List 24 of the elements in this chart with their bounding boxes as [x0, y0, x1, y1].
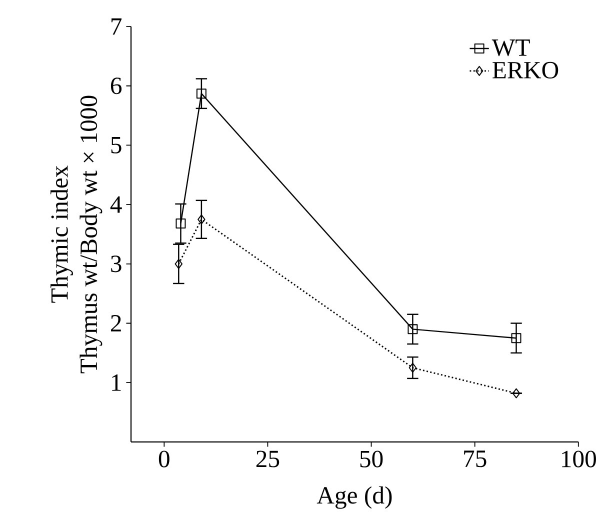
- point: [512, 388, 520, 398]
- legend-label: ERKO: [492, 62, 558, 79]
- y-tick-label: 6: [110, 78, 122, 94]
- y-axis-title: Thymic index Thymus wt/Body wt × 1000: [50, 96, 102, 374]
- point: [511, 333, 522, 344]
- y-tick-label: 2: [110, 315, 121, 332]
- point: [196, 88, 206, 99]
- y-tick-label: 5: [111, 136, 122, 154]
- point: [174, 258, 183, 269]
- y-tick-label: 3: [111, 256, 122, 272]
- point: [176, 218, 186, 229]
- y-tick-label: 7: [112, 18, 122, 35]
- point: [408, 362, 417, 373]
- x-axis-title: Age (d): [316, 486, 392, 509]
- x-tick-label: 25: [256, 450, 280, 468]
- y-tick-label: 4: [110, 196, 122, 213]
- x-tick-label: 0: [158, 450, 170, 468]
- x-tick-label: 50: [360, 450, 383, 468]
- x-tick-label: 100: [562, 450, 596, 468]
- legend-label: WT: [492, 40, 530, 56]
- point: [198, 214, 206, 224]
- point: [408, 324, 418, 334]
- y-tick-label: 1: [112, 374, 121, 391]
- x-tick-label: 75: [464, 450, 486, 468]
